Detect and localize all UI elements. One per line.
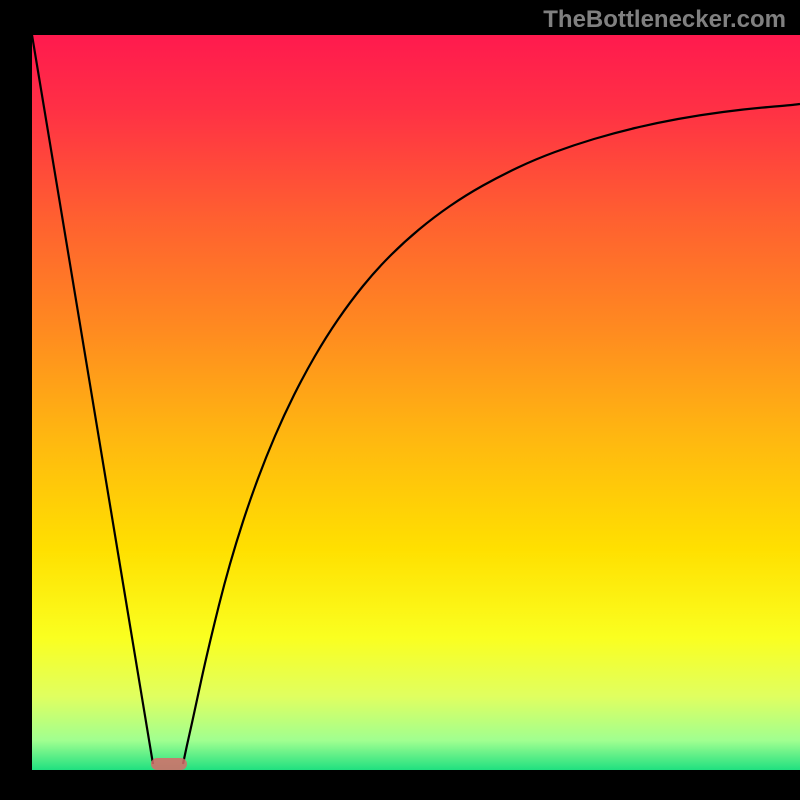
bottleneck-chart: [32, 35, 800, 770]
chart-background: [32, 35, 800, 770]
chart-svg: [32, 35, 800, 770]
optimal-point-marker: [151, 758, 187, 770]
watermark-text: TheBottlenecker.com: [543, 6, 786, 34]
